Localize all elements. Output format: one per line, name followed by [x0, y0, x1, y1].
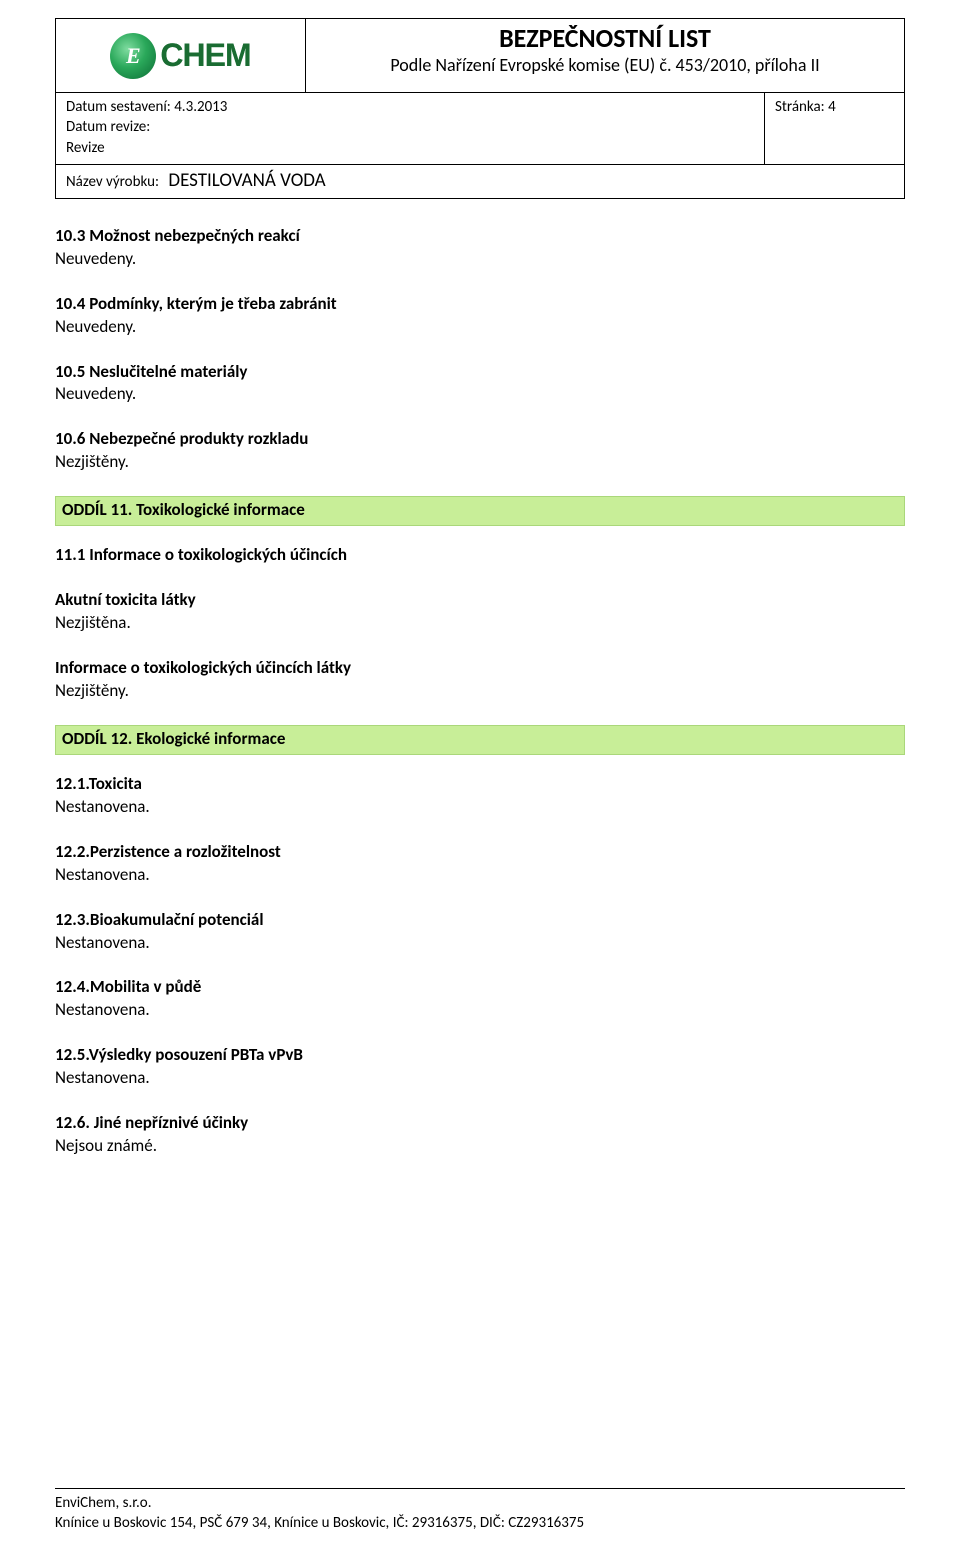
block-10-3: 10.3 Možnost nebezpečných reakcí Neuvede… [55, 225, 905, 271]
meta-right: Stránka: 4 [764, 93, 904, 165]
heading-10-6: 10.6 Nebezpečné produkty rozkladu [55, 428, 905, 451]
block-12-1: 12.1.Toxicita Nestanovena. [55, 773, 905, 819]
value-10-6: Nezjištěny. [55, 451, 905, 474]
value-10-5: Neuvedeny. [55, 383, 905, 406]
doc-subtitle: Podle Nařízení Evropské komise (EU) č. 4… [316, 54, 894, 77]
value-11-b: Nezjištěny. [55, 680, 905, 703]
block-12-3: 12.3.Bioakumulační potenciál Nestanovena… [55, 909, 905, 955]
block-10-4: 10.4 Podmínky, kterým je třeba zabránit … [55, 293, 905, 339]
value-12-3: Nestanovena. [55, 932, 905, 955]
value-12-6: Nejsou známé. [55, 1135, 905, 1158]
logo: E CHEM [110, 33, 250, 79]
heading-12-1: 12.1.Toxicita [55, 773, 905, 796]
value-10-3: Neuvedeny. [55, 248, 905, 271]
title-cell: BEZPEČNOSTNÍ LIST Podle Nařízení Evropsk… [306, 19, 904, 93]
compiled-label: Datum sestavení: [66, 98, 171, 116]
value-11-a: Nezjištěna. [55, 612, 905, 635]
page: E CHEM BEZPEČNOSTNÍ LIST Podle Nařízení … [0, 0, 960, 1210]
footer-line1: EnviChem, s.r.o. [55, 1493, 905, 1513]
block-12-5: 12.5.Výsledky posouzení PBTa vPvB Nestan… [55, 1044, 905, 1090]
heading-10-5: 10.5 Neslučitelné materiály [55, 361, 905, 384]
heading-10-3: 10.3 Možnost nebezpečných reakcí [55, 225, 905, 248]
heading-12-6: 12.6. Jiné nepříznivé účinky [55, 1112, 905, 1135]
page-label: Stránka: [775, 98, 825, 116]
block-12-4: 12.4.Mobilita v půdě Nestanovena. [55, 976, 905, 1022]
block-10-5: 10.5 Neslučitelné materiály Neuvedeny. [55, 361, 905, 407]
compiled-value: 4.3.2013 [174, 98, 227, 116]
heading-12-2: 12.2.Perzistence a rozložitelnost [55, 841, 905, 864]
logo-cell: E CHEM [56, 19, 306, 93]
logo-text: CHEM [160, 37, 250, 74]
value-12-4: Nestanovena. [55, 999, 905, 1022]
footer-line2: Knínice u Boskovic 154, PSČ 679 34, Knín… [55, 1513, 905, 1533]
revised-label: Datum revize: [66, 118, 150, 136]
content: 10.3 Možnost nebezpečných reakcí Neuvede… [55, 199, 905, 1158]
block-12-6: 12.6. Jiné nepříznivé účinky Nejsou znám… [55, 1112, 905, 1158]
value-12-5: Nestanovena. [55, 1067, 905, 1090]
footer: EnviChem, s.r.o. Knínice u Boskovic 154,… [55, 1488, 905, 1534]
heading-12-5: 12.5.Výsledky posouzení PBTa vPvB [55, 1044, 905, 1067]
heading-11-1: 11.1 Informace o toxikologických účincíc… [55, 544, 905, 567]
doc-title: BEZPEČNOSTNÍ LIST [316, 23, 894, 54]
block-12-2: 12.2.Perzistence a rozložitelnost Nestan… [55, 841, 905, 887]
value-12-2: Nestanovena. [55, 864, 905, 887]
header-box: E CHEM BEZPEČNOSTNÍ LIST Podle Nařízení … [55, 18, 905, 199]
revision-label: Revize [66, 138, 754, 158]
section-bar-11: ODDÍL 11. Toxikologické informace [55, 496, 905, 526]
heading-12-4: 12.4.Mobilita v půdě [55, 976, 905, 999]
heading-10-4: 10.4 Podmínky, kterým je třeba zabránit [55, 293, 905, 316]
value-10-4: Neuvedeny. [55, 316, 905, 339]
value-12-1: Nestanovena. [55, 796, 905, 819]
block-10-6: 10.6 Nebezpečné produkty rozkladu Nezjiš… [55, 428, 905, 474]
section-bar-12: ODDÍL 12. Ekologické informace [55, 725, 905, 755]
block-11-a: Akutní toxicita látky Nezjištěna. [55, 589, 905, 635]
meta-left: Datum sestavení: 4.3.2013 Datum revize: … [56, 93, 764, 165]
heading-11-a: Akutní toxicita látky [55, 589, 905, 612]
heading-11-b: Informace o toxikologických účincích lát… [55, 657, 905, 680]
logo-circle-icon: E [110, 33, 156, 79]
block-11-b: Informace o toxikologických účincích lát… [55, 657, 905, 703]
product-row: Název výrobku: DESTILOVANÁ VODA [56, 165, 904, 198]
product-name: DESTILOVANÁ VODA [162, 169, 325, 192]
page-value: 4 [828, 98, 836, 116]
product-label: Název výrobku: [66, 173, 159, 191]
heading-12-3: 12.3.Bioakumulační potenciál [55, 909, 905, 932]
block-11-1: 11.1 Informace o toxikologických účincíc… [55, 544, 905, 567]
